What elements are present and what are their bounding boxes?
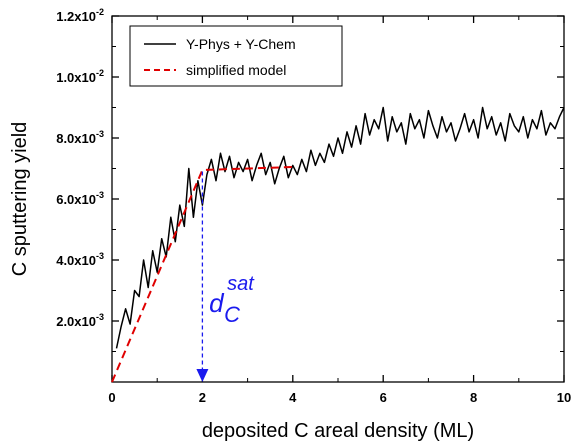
x-tick-label: 8 — [470, 390, 477, 405]
y-tick-label: 4.0x10-3 — [56, 251, 104, 268]
annotation-d-c-sat: d — [209, 288, 225, 318]
x-tick-label: 6 — [380, 390, 387, 405]
legend-box — [129, 25, 343, 87]
y-tick-label: 1.0x10-2 — [56, 68, 104, 85]
x-tick-label: 2 — [199, 390, 206, 405]
series-layer — [111, 106, 565, 383]
legend-label-2: simplified model — [186, 62, 286, 78]
x-axis-ticks: 0 2 4 6 8 10 — [108, 16, 571, 405]
legend: Y-Phys + Y-Chem simplified model — [129, 25, 343, 87]
y-axis-ticks: 2.0x10-3 4.0x10-3 6.0x10-3 8.0x10-3 1.0x10-2… — [56, 7, 564, 352]
y-tick-label: 8.0x10-3 — [56, 129, 104, 146]
annotation-superscript: sat — [227, 273, 255, 295]
series-line-y-phys-y-chem — [115, 106, 565, 349]
series-line-simplified-model — [111, 166, 293, 383]
annotation-subscript: C — [224, 302, 240, 327]
x-tick-label: 0 — [108, 390, 115, 405]
annotation-arrow-head — [196, 369, 209, 382]
x-tick-label: 10 — [557, 390, 571, 405]
x-tick-label: 4 — [289, 390, 297, 405]
legend-label-1: Y-Phys + Y-Chem — [186, 36, 296, 52]
y-axis-title: C sputtering yield — [9, 122, 31, 277]
y-tick-label: 1.2x10-2 — [56, 7, 104, 24]
y-tick-label: 2.0x10-3 — [56, 312, 104, 329]
x-axis-title: deposited C areal density (ML) — [202, 420, 474, 442]
y-tick-label: 6.0x10-3 — [56, 190, 104, 207]
